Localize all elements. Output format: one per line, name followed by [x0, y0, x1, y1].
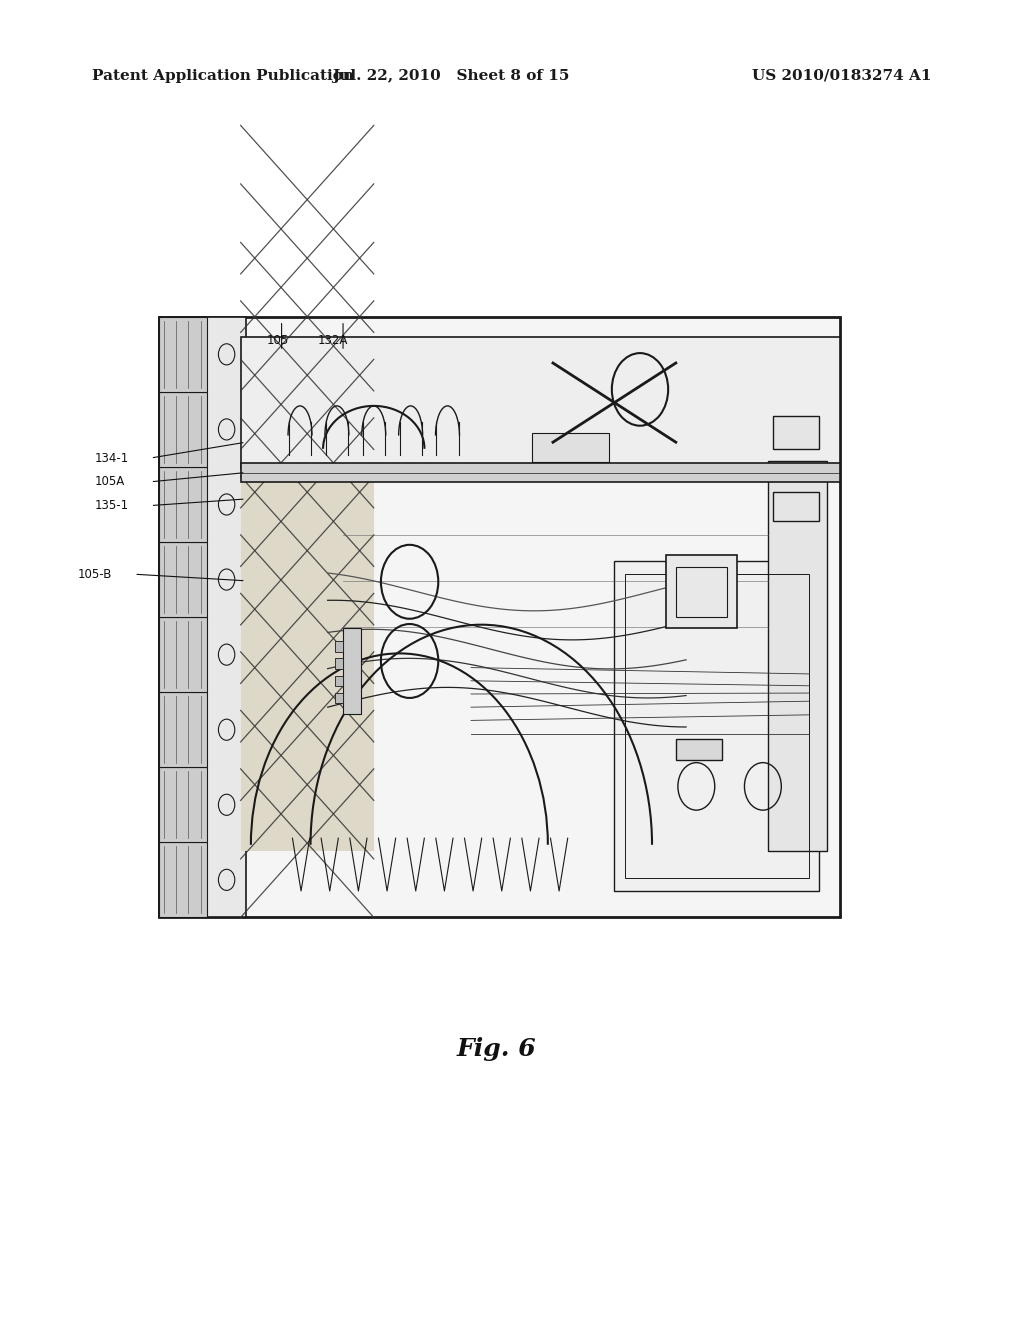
Bar: [532, 433, 609, 462]
Bar: [335, 642, 343, 652]
Bar: [241, 463, 840, 482]
Bar: [773, 416, 819, 449]
Text: US 2010/0183274 A1: US 2010/0183274 A1: [753, 69, 932, 83]
Bar: [666, 556, 737, 628]
Bar: [159, 842, 207, 917]
Bar: [159, 392, 207, 467]
Text: 134-1: 134-1: [94, 451, 128, 465]
Text: Fig. 6: Fig. 6: [457, 1038, 537, 1061]
Bar: [159, 317, 207, 392]
Bar: [159, 692, 207, 767]
Text: 105: 105: [266, 334, 289, 347]
Text: Jul. 22, 2010   Sheet 8 of 15: Jul. 22, 2010 Sheet 8 of 15: [332, 69, 569, 83]
Bar: [773, 492, 819, 521]
Bar: [159, 543, 207, 618]
Bar: [159, 317, 246, 917]
Bar: [343, 628, 361, 714]
Bar: [335, 659, 343, 669]
Text: 132A: 132A: [317, 334, 348, 347]
Bar: [614, 561, 819, 891]
Text: 105A: 105A: [94, 475, 125, 488]
Bar: [335, 676, 343, 686]
Bar: [241, 356, 374, 851]
Bar: [159, 317, 840, 917]
Bar: [241, 337, 840, 469]
Bar: [159, 467, 207, 543]
Bar: [159, 618, 207, 692]
Bar: [676, 568, 727, 618]
Bar: [625, 574, 809, 878]
Bar: [159, 767, 207, 842]
Bar: [335, 693, 343, 704]
Text: 105-B: 105-B: [78, 568, 113, 581]
Text: 135-1: 135-1: [94, 499, 128, 512]
Bar: [676, 739, 722, 760]
Bar: [768, 461, 827, 851]
Text: Patent Application Publication: Patent Application Publication: [92, 69, 354, 83]
